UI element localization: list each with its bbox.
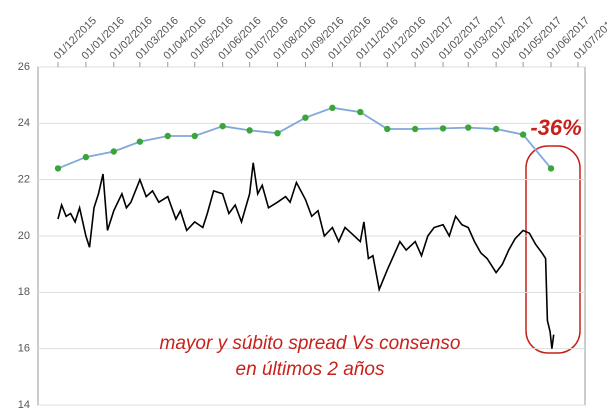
marker bbox=[547, 165, 555, 172]
y-tick-label: 18 bbox=[18, 286, 30, 298]
y-tick-label: 24 bbox=[18, 117, 30, 129]
marker bbox=[82, 153, 90, 161]
marker bbox=[54, 165, 62, 172]
annotation: -36% bbox=[530, 115, 581, 140]
marker bbox=[384, 125, 391, 133]
annotation: en últimos 2 años bbox=[236, 359, 385, 380]
y-tick-label: 22 bbox=[18, 174, 30, 186]
marker bbox=[302, 114, 309, 121]
line bbox=[57, 162, 555, 349]
highlight-ellipse bbox=[525, 145, 581, 354]
marker bbox=[329, 104, 336, 112]
marker bbox=[191, 132, 198, 140]
marker bbox=[274, 129, 281, 137]
marker bbox=[519, 131, 527, 138]
marker bbox=[411, 125, 419, 133]
y-tick-label: 20 bbox=[18, 230, 30, 242]
y-tick-label: 16 bbox=[18, 343, 30, 355]
marker bbox=[439, 125, 447, 132]
marker bbox=[219, 122, 226, 130]
y-tick-label: 26 bbox=[18, 61, 30, 73]
annotation: mayor y súbito spread Vs consenso bbox=[160, 333, 461, 354]
marker bbox=[110, 148, 117, 155]
y-tick-label: 14 bbox=[18, 399, 30, 411]
marker bbox=[246, 127, 253, 134]
marker bbox=[492, 125, 500, 133]
marker bbox=[465, 124, 472, 131]
marker bbox=[357, 108, 364, 116]
marker bbox=[136, 138, 144, 145]
marker bbox=[164, 132, 171, 140]
